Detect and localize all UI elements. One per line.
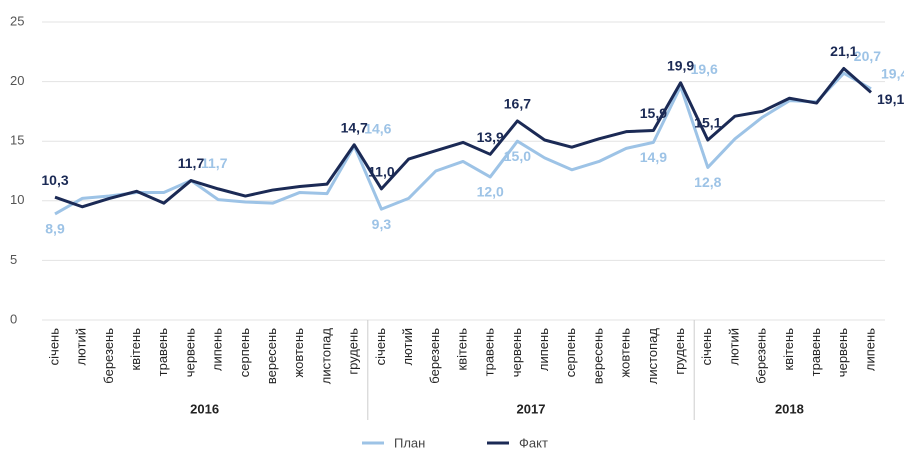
- data-label: 15,9: [640, 105, 667, 121]
- x-tick-label: березень: [754, 328, 769, 384]
- data-label: 12,8: [694, 174, 721, 190]
- data-label: 19,1: [877, 91, 904, 107]
- x-tick-label: серпень: [563, 328, 578, 377]
- data-label: 16,7: [504, 96, 531, 112]
- data-label: 10,3: [41, 172, 68, 188]
- x-tick-label: вересень: [264, 328, 279, 384]
- x-tick-label: січень: [699, 328, 714, 366]
- x-tick-label: вересень: [590, 328, 605, 384]
- x-tick-label: січень: [46, 328, 61, 366]
- x-tick-label: квітень: [128, 328, 143, 371]
- x-tick-label: травень: [482, 328, 497, 377]
- y-tick-label: 10: [10, 192, 24, 207]
- x-tick-label: квітень: [454, 328, 469, 371]
- x-tick-label: травень: [155, 328, 170, 377]
- data-label: 11,7: [201, 155, 228, 171]
- x-tick-label: жовтень: [291, 328, 306, 378]
- data-label: 11,0: [368, 164, 395, 180]
- x-tick-label: травень: [808, 328, 823, 377]
- data-label: 21,1: [830, 43, 857, 59]
- data-label: 19,6: [691, 61, 718, 77]
- x-tick-label: серпень: [237, 328, 252, 377]
- data-label: 14,9: [640, 149, 667, 165]
- x-tick-label: грудень: [672, 328, 687, 375]
- data-label: 8,9: [45, 221, 65, 237]
- x-tick-label: лютий: [74, 328, 89, 366]
- x-tick-label: червень: [835, 328, 850, 377]
- data-label: 15,0: [504, 148, 531, 164]
- data-label: 19,4: [881, 65, 904, 81]
- y-tick-label: 15: [10, 133, 24, 148]
- y-tick-label: 0: [10, 311, 17, 326]
- x-tick-label: червень: [182, 328, 197, 377]
- x-tick-label: листопад: [645, 328, 660, 385]
- legend-label: Факт: [519, 435, 548, 450]
- x-tick-label: березень: [101, 328, 116, 384]
- data-label: 12,0: [477, 184, 504, 200]
- x-tick-label: січень: [373, 328, 388, 366]
- x-tick-label: грудень: [346, 328, 361, 375]
- data-label: 20,7: [854, 48, 881, 64]
- series-line: [54, 66, 872, 209]
- y-tick-label: 5: [10, 252, 17, 267]
- data-label: 13,9: [477, 129, 504, 145]
- x-tick-label: листопад: [318, 328, 333, 385]
- x-tick-label: липень: [862, 328, 877, 371]
- x-tick-label: лютий: [400, 328, 415, 366]
- year-label: 2017: [517, 401, 546, 416]
- data-label: 19,9: [667, 57, 694, 73]
- y-tick-label: 20: [10, 73, 24, 88]
- legend-label: План: [394, 435, 425, 450]
- x-tick-label: липень: [536, 328, 551, 371]
- data-label: 14,7: [341, 119, 368, 135]
- data-label: 9,3: [372, 216, 392, 232]
- year-label: 2016: [190, 401, 219, 416]
- data-label: 15,1: [694, 115, 721, 131]
- x-tick-label: червень: [509, 328, 524, 377]
- year-label: 2018: [775, 401, 804, 416]
- y-tick-label: 25: [10, 13, 24, 28]
- x-tick-label: березень: [427, 328, 442, 384]
- data-label: 14,6: [364, 121, 391, 137]
- x-tick-label: липень: [210, 328, 225, 371]
- x-tick-label: квітень: [781, 328, 796, 371]
- x-tick-label: лютий: [726, 328, 741, 366]
- x-tick-label: жовтень: [618, 328, 633, 378]
- data-label: 11,7: [178, 155, 205, 171]
